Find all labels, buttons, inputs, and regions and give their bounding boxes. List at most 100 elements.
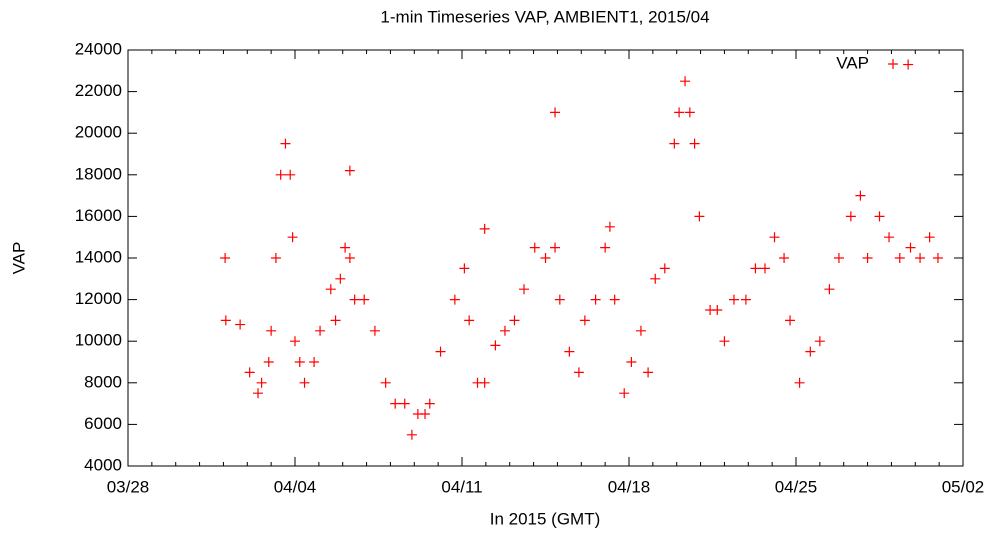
y-tick-label: 6000: [84, 414, 122, 433]
point: [932, 253, 943, 263]
point: [712, 305, 723, 315]
point: [805, 346, 816, 357]
point: [266, 325, 277, 336]
x-tick-label: 04/25: [775, 477, 818, 496]
point: [884, 232, 895, 243]
y-tick-label: 10000: [75, 331, 122, 350]
point: [600, 242, 611, 253]
point: [344, 253, 355, 263]
point: [315, 325, 326, 336]
point: [650, 273, 661, 284]
point: [435, 346, 446, 357]
point: [554, 294, 565, 305]
point: [294, 357, 305, 367]
point: [550, 107, 561, 118]
point: [779, 253, 790, 263]
point: [845, 211, 856, 222]
point: [369, 325, 380, 336]
point: [290, 336, 300, 347]
point: [915, 253, 926, 263]
point: [643, 367, 654, 378]
point: [285, 169, 296, 180]
point: [814, 336, 825, 347]
point: [275, 169, 286, 180]
point: [349, 294, 360, 305]
point: [380, 377, 391, 388]
point: [424, 398, 435, 409]
point: [905, 242, 916, 253]
legend-symbol: [888, 59, 898, 69]
point: [579, 315, 590, 326]
point: [855, 190, 866, 201]
point: [359, 294, 370, 305]
point: [728, 294, 739, 305]
point: [609, 294, 620, 305]
point: [399, 398, 410, 409]
point: [490, 340, 501, 351]
y-tick-label: 24000: [75, 39, 122, 58]
point: [220, 253, 231, 263]
point: [509, 315, 520, 326]
y-tick-label: 22000: [75, 81, 122, 100]
legend-label: VAP: [836, 53, 869, 72]
point: [669, 138, 680, 149]
point: [694, 211, 705, 222]
point: [759, 263, 770, 274]
point: [684, 107, 695, 118]
point: [833, 253, 844, 263]
point: [619, 388, 630, 399]
point: [894, 253, 905, 263]
point: [499, 325, 510, 336]
point: [862, 253, 873, 263]
x-tick-label: 03/28: [107, 477, 150, 496]
point: [769, 232, 780, 243]
point: [874, 211, 885, 222]
point: [529, 242, 540, 253]
point: [287, 232, 298, 243]
y-tick-label: 4000: [84, 455, 122, 474]
y-tick-label: 8000: [84, 372, 122, 391]
point: [420, 409, 431, 419]
x-axis-label: In 2015 (GMT): [490, 509, 601, 528]
point: [449, 294, 460, 305]
point: [256, 377, 267, 388]
point: [590, 294, 601, 305]
point: [564, 346, 575, 357]
y-tick-label: 12000: [75, 289, 122, 308]
y-axis-label: VAP: [9, 242, 28, 275]
y-tick-label: 18000: [75, 164, 122, 183]
point: [674, 107, 685, 118]
point: [299, 377, 310, 388]
point: [794, 377, 805, 388]
y-tick-label: 14000: [75, 247, 122, 266]
x-tick-label: 04/11: [441, 477, 482, 496]
point: [540, 253, 551, 263]
point: [824, 284, 835, 295]
point: [270, 253, 281, 263]
point: [479, 377, 490, 388]
x-tick-label: 04/04: [274, 477, 317, 496]
point: [519, 284, 530, 295]
point: [330, 315, 341, 326]
point: [309, 357, 320, 367]
point: [635, 325, 646, 336]
y-tick-label: 16000: [75, 206, 122, 225]
point: [740, 294, 751, 305]
chart-title: 1-min Timeseries VAP, AMBIENT1, 2015/04: [380, 7, 709, 26]
point: [235, 319, 246, 330]
point: [459, 263, 470, 274]
point: [785, 315, 796, 326]
point: [924, 232, 935, 243]
point: [626, 357, 637, 367]
y-tick-label: 20000: [75, 123, 122, 142]
point: [680, 76, 691, 87]
point: [263, 357, 274, 367]
point: [390, 398, 401, 409]
point: [573, 367, 584, 378]
point: [604, 221, 615, 232]
point: [406, 429, 417, 440]
point: [750, 263, 761, 274]
point: [464, 315, 475, 326]
point: [220, 315, 231, 326]
